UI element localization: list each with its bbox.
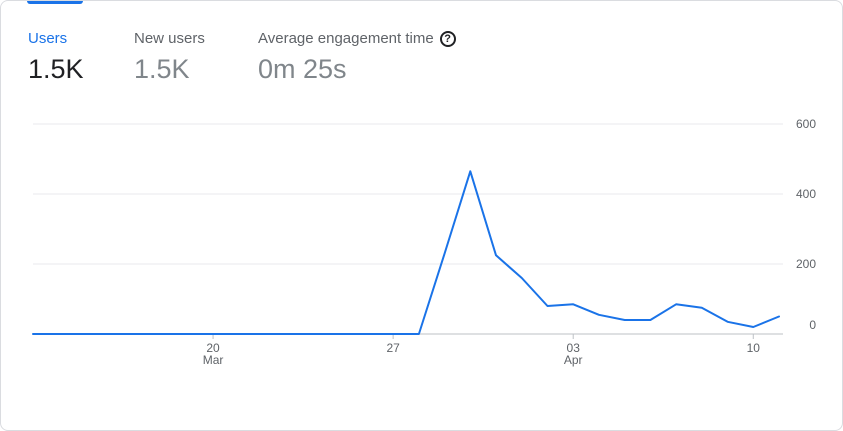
x-tick-label-day: 27: [386, 341, 400, 355]
metric-label: Average engagement time: [258, 30, 434, 47]
series-line-0: [32, 170, 780, 335]
y-tick-label: 0: [809, 318, 816, 332]
metric-tab-users[interactable]: Users 1.5K: [28, 29, 84, 85]
metric-value: 1.5K: [134, 54, 190, 84]
x-tick-label-day: 20: [206, 341, 220, 355]
metric-tab-average-engagement-time[interactable]: Average engagement time ? 0m 25s: [258, 29, 456, 85]
y-tick-label: 200: [796, 257, 816, 271]
x-tick-label-day: 10: [747, 341, 761, 355]
metric-label: Users: [28, 30, 68, 47]
active-tab-indicator: [27, 1, 83, 4]
y-tick-label: 600: [796, 117, 816, 131]
metric-label-row: Average engagement time ?: [258, 29, 456, 49]
x-tick-label-day: 03: [567, 341, 581, 355]
y-tick-label: 400: [796, 187, 816, 201]
metric-label: New users: [134, 30, 205, 47]
metric-value: 0m 25s: [258, 54, 347, 84]
help-icon[interactable]: ?: [439, 31, 456, 47]
metric-tab-new-users[interactable]: New users 1.5K: [134, 29, 205, 85]
x-tick-label-month: Apr: [564, 353, 583, 367]
x-tick-label-month: Mar: [203, 353, 224, 367]
metric-value: 1.5K: [28, 54, 84, 84]
